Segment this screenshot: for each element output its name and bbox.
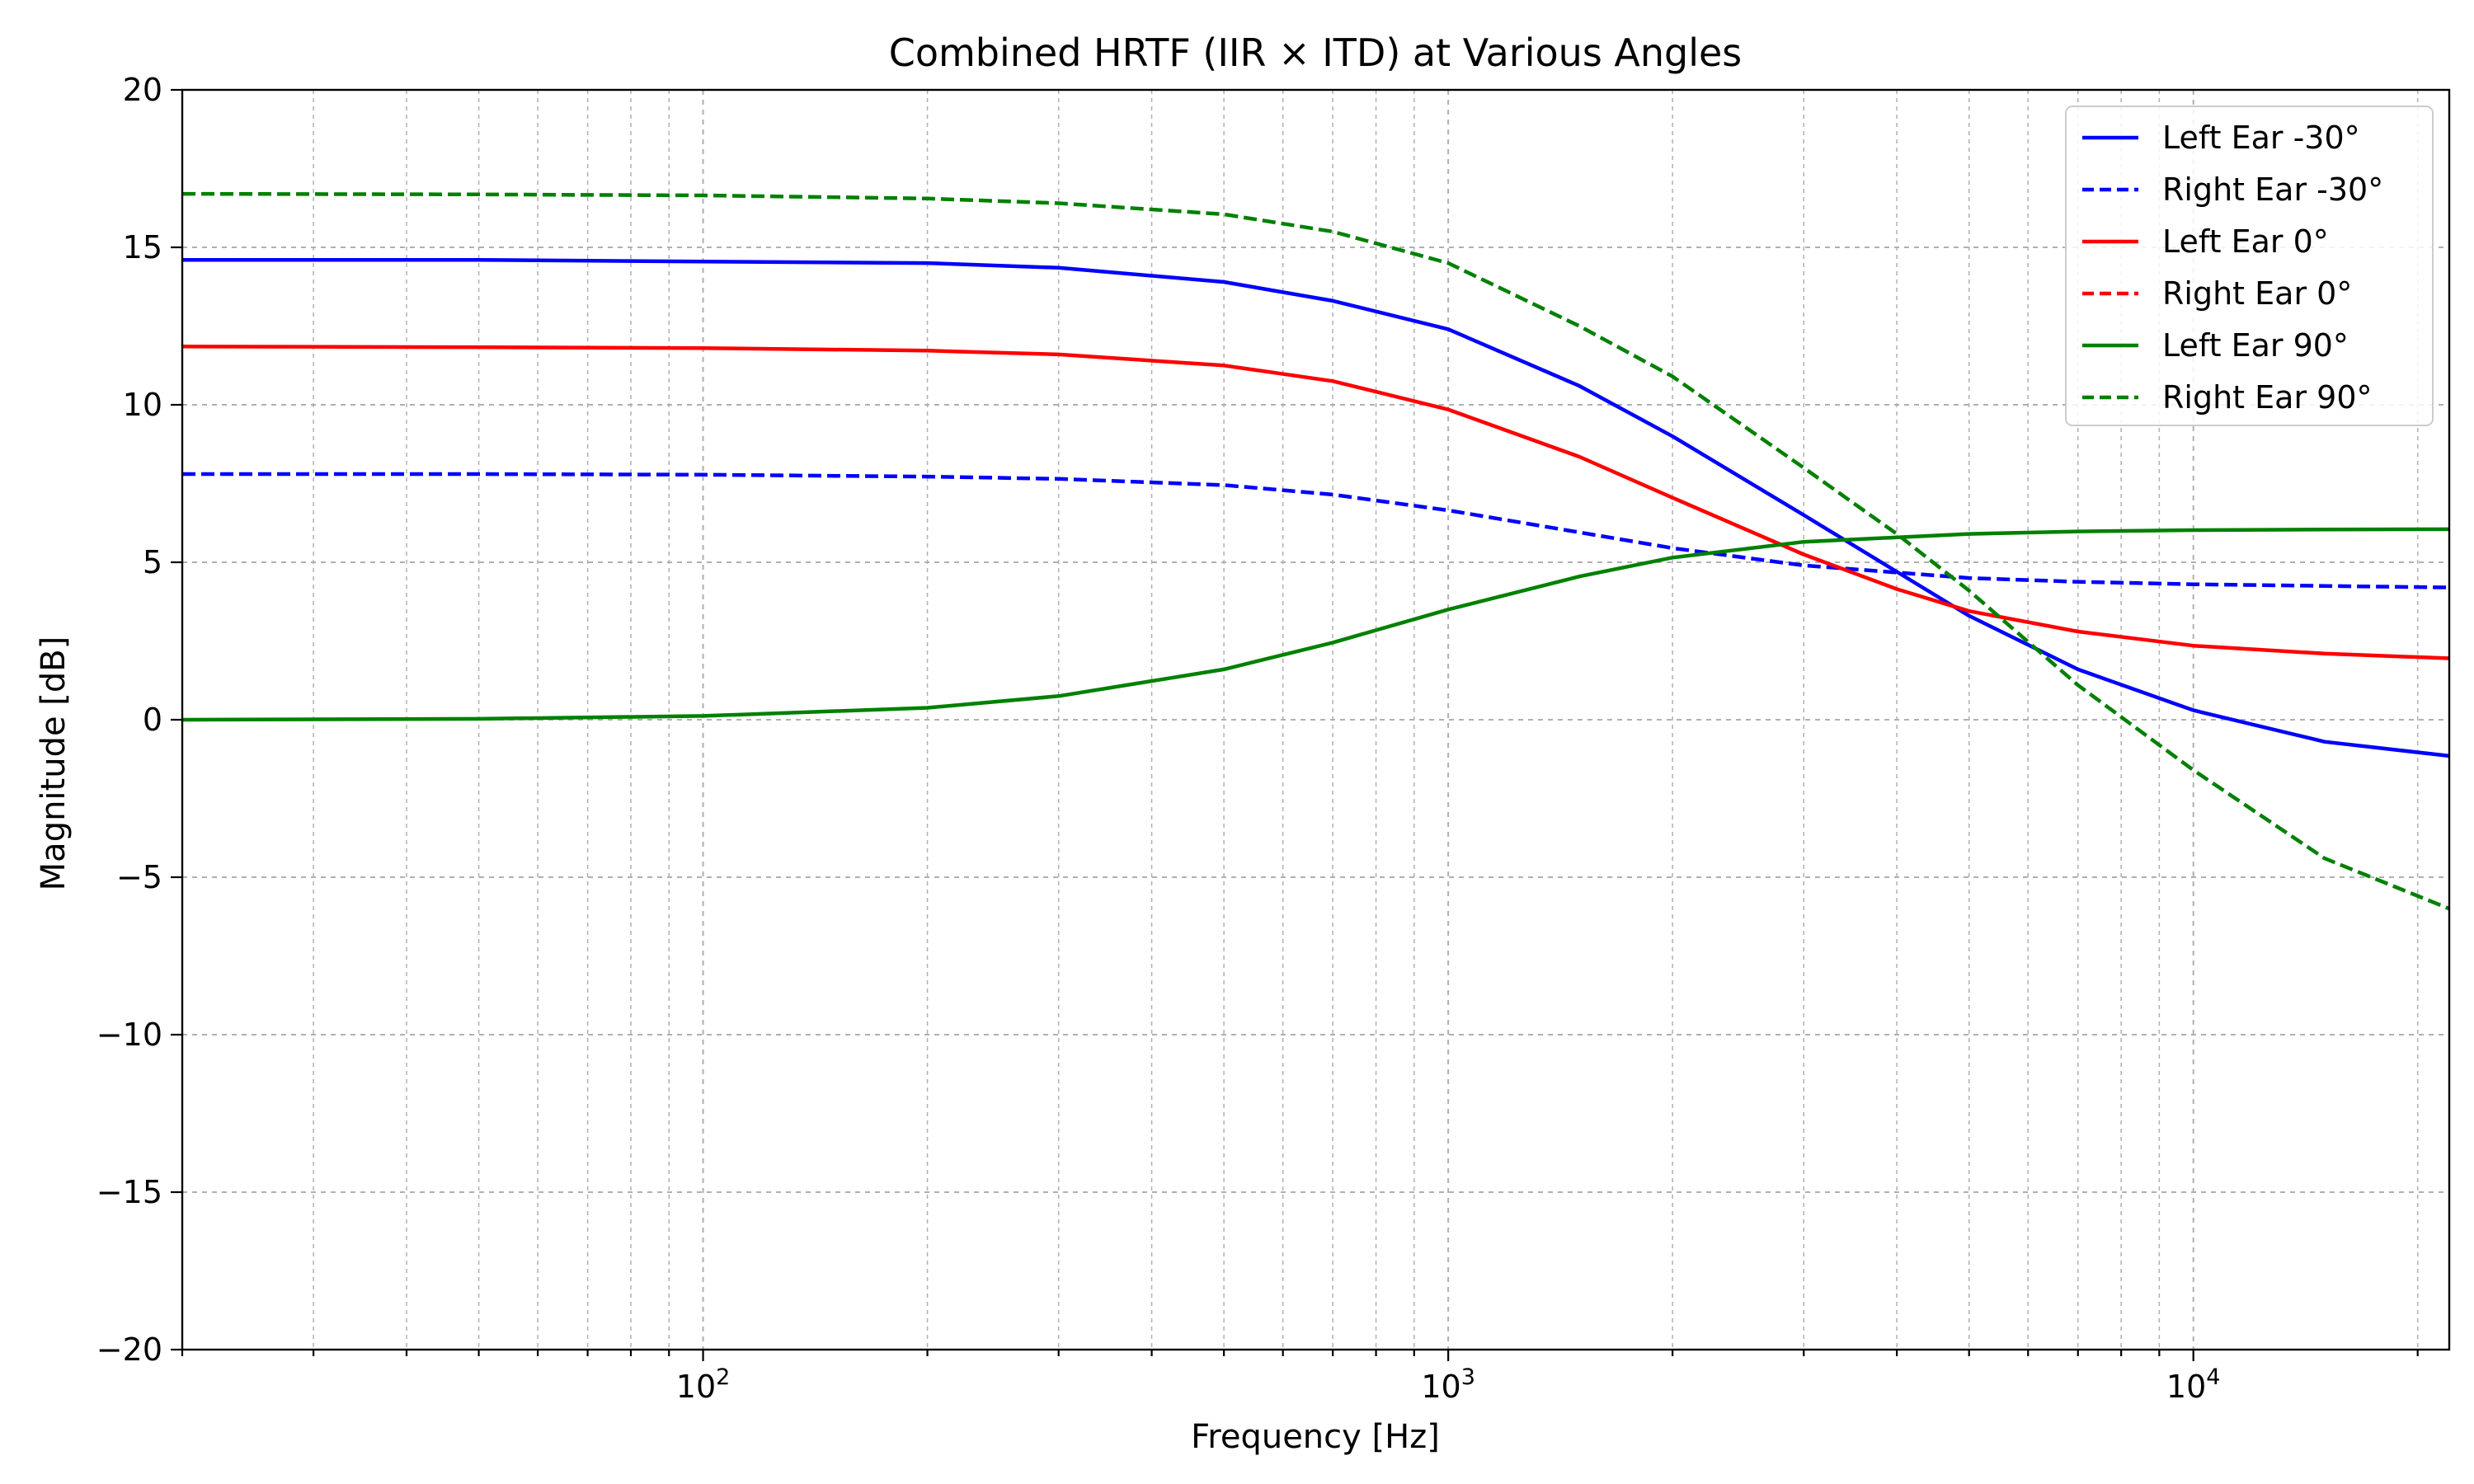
y-tick-label: −20 <box>96 1331 162 1368</box>
axis-ticks <box>171 88 2419 1361</box>
x-tick-label: 102 <box>676 1364 731 1405</box>
y-tick-label: 15 <box>123 229 162 265</box>
x-tick-label-exponent: 2 <box>716 1364 730 1390</box>
x-tick-label-base: 10 <box>2166 1369 2206 1405</box>
series-line-left-ear-90deg <box>181 527 2450 722</box>
x-tick-label-exponent: 3 <box>1461 1364 1475 1390</box>
x-axis-title: Frequency [Hz] <box>1191 1418 1440 1456</box>
legend-box <box>2065 106 2434 426</box>
legend-label: Left Ear -30° <box>2162 120 2360 156</box>
legend-label: Left Ear 0° <box>2162 223 2329 260</box>
y-tick-label: −15 <box>96 1174 162 1210</box>
series-line-left-ear-0deg <box>181 345 2450 660</box>
legend-label: Left Ear 90° <box>2162 327 2349 364</box>
x-tick-label-base: 10 <box>1421 1369 1460 1405</box>
series-line-right-ear-90deg <box>181 191 2450 911</box>
y-tick-label: 0 <box>143 702 162 738</box>
legend-label: Right Ear 0° <box>2162 275 2352 312</box>
x-tick-label-base: 10 <box>676 1369 716 1405</box>
legend-label: Right Ear -30° <box>2162 171 2383 208</box>
y-tick-label: 10 <box>123 387 162 423</box>
x-tick-label-exponent: 4 <box>2206 1364 2220 1390</box>
x-tick-label: 104 <box>2166 1364 2221 1405</box>
legend: Left Ear -30° Right Ear -30° Left Ear 0° Ri… <box>2065 106 2434 426</box>
x-tick-label: 103 <box>1421 1364 1475 1405</box>
y-tick-label: −10 <box>96 1017 162 1053</box>
y-axis-title: Magnitude [dB] <box>35 636 73 891</box>
series-line-left-ear-30deg <box>182 258 2450 758</box>
y-tick-label: −5 <box>116 859 162 895</box>
y-tick-label: 5 <box>143 544 162 580</box>
legend-label: Right Ear 90° <box>2162 379 2373 416</box>
series-line-right-ear-30deg <box>182 472 2450 589</box>
chart-title: Combined HRTF (IIR × ITD) at Various Ang… <box>889 31 1743 75</box>
series-group <box>181 191 2450 911</box>
y-tick-label: 20 <box>123 72 162 108</box>
